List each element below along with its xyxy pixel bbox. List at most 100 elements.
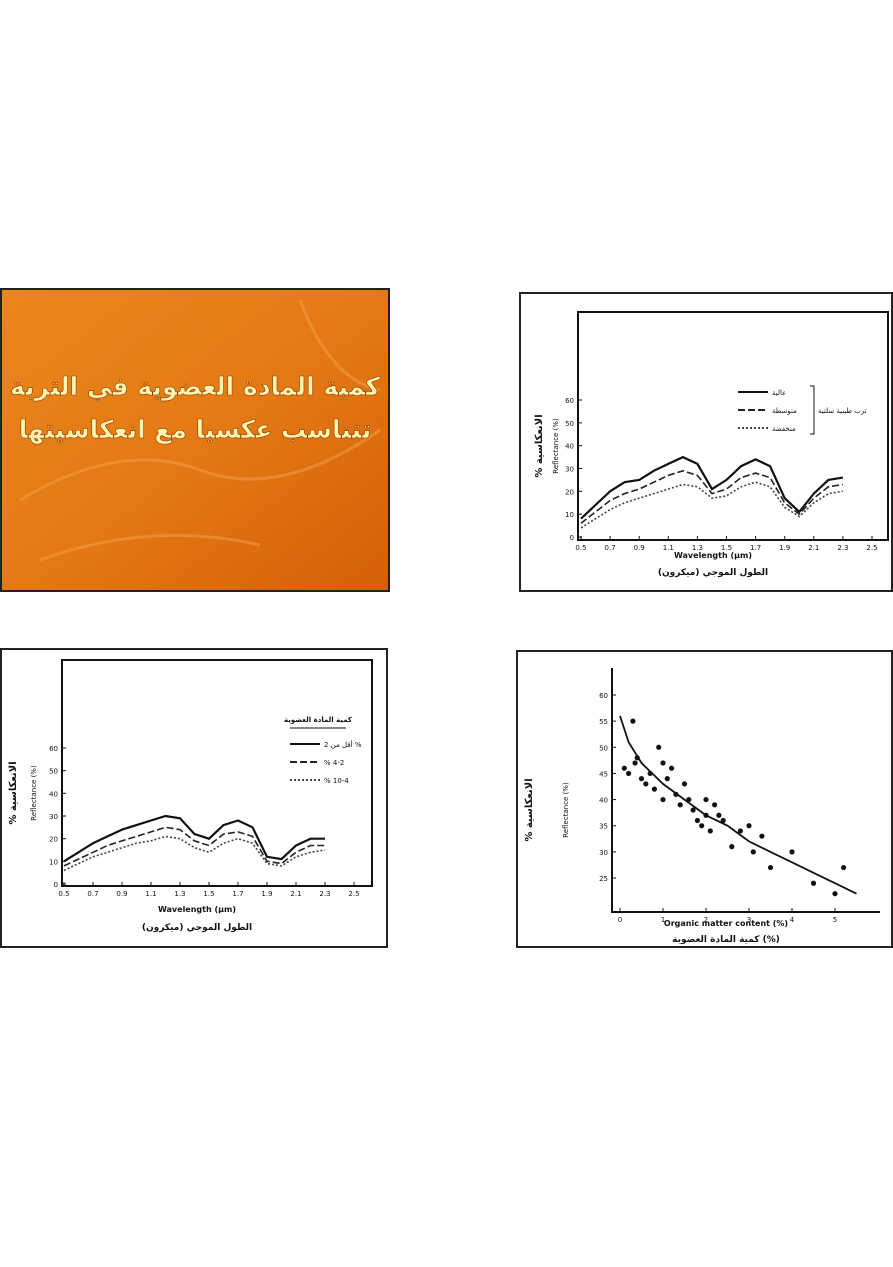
y-tick-label: 0 [54, 881, 58, 889]
point [651, 786, 658, 792]
point [626, 770, 632, 777]
x-tick-label: 1 [661, 916, 665, 924]
x-axis-label-ar: الطول الموجي (ميكرون) [142, 923, 252, 933]
x-axis-label-ar: كمية المادة العضوية (%) [672, 935, 780, 945]
y-tick-label: 60 [565, 397, 574, 405]
y-tick-label: 25 [599, 875, 608, 883]
x-tick-label: 4 [790, 916, 795, 924]
series-line [580, 455, 844, 520]
series-line [580, 469, 844, 524]
x-tick-label: 0.5 [575, 544, 586, 552]
plot-frame [577, 311, 889, 541]
legend-title: كمية المادة العضوية [284, 716, 353, 724]
legend-label: متوسطة [772, 407, 797, 415]
x-axis-label: Wavelength (µm) [674, 551, 752, 560]
point [638, 776, 645, 782]
point [759, 833, 765, 839]
x-tick-label: 0.7 [605, 544, 616, 552]
x-tick-label: 1.5 [203, 890, 214, 898]
x-tick-label: 2.3 [319, 890, 330, 898]
x-tick-label: 0 [618, 916, 622, 924]
point [630, 718, 636, 724]
y-tick-label: 55 [599, 718, 608, 726]
plot-frame [61, 659, 373, 887]
y-axis-label-ar: % الانعكاسية [524, 778, 535, 841]
legend-label: عالية [772, 389, 786, 397]
y-tick-label: 60 [599, 692, 608, 700]
point [841, 864, 847, 871]
y-tick-label: 40 [599, 797, 608, 805]
point [707, 828, 713, 834]
slide-frame [519, 292, 893, 592]
legend-bracket [810, 385, 815, 435]
y-tick-label: 30 [565, 466, 574, 474]
point [694, 817, 701, 824]
y-tick-label: 10 [49, 858, 58, 866]
y-tick-label: 50 [565, 420, 574, 428]
y-axis-label: Reflectance (%) [562, 782, 570, 838]
y-tick-label: 40 [565, 443, 574, 451]
y-tick-label: 10 [565, 511, 574, 519]
x-tick-label: 1.1 [145, 890, 156, 898]
point [720, 817, 726, 824]
x-tick-label: 2.1 [290, 890, 301, 898]
y-axis-label-ar: % الانعكاسية [534, 414, 545, 477]
y-tick-label: 20 [49, 836, 58, 844]
legend-label: % 4-2 [324, 759, 344, 767]
point [703, 796, 709, 803]
y-axis-label: Reflectance (%) [552, 418, 560, 474]
y-tick-label: 45 [599, 770, 608, 778]
y-axis-label-ar: % الانعكاسية [8, 761, 19, 824]
point [664, 776, 670, 782]
y-tick-label: 40 [49, 790, 58, 798]
x-tick-label: 2 [704, 916, 708, 924]
slide-frame [0, 648, 388, 948]
point [716, 812, 722, 818]
point [656, 744, 662, 750]
point [750, 849, 756, 855]
x-tick-label: 1.9 [261, 890, 272, 898]
point [832, 891, 838, 897]
y-tick-label: 0 [570, 534, 574, 542]
point [737, 828, 744, 834]
series-line [580, 481, 844, 529]
x-axis-label: Organic matter content (%) [664, 919, 788, 928]
x-axis-label: Wavelength (µm) [158, 905, 236, 914]
x-tick-label: 0.5 [58, 890, 69, 898]
y-tick-label: 50 [49, 768, 58, 776]
y-tick-label: 20 [565, 488, 574, 496]
x-tick-label: 2.1 [808, 544, 819, 552]
x-tick-label: 1.5 [721, 544, 732, 552]
x-tick-label: 0.9 [116, 890, 127, 898]
series-line [63, 826, 325, 867]
point [681, 781, 688, 787]
legend-label: % 10-4 [324, 777, 349, 785]
point [729, 844, 735, 850]
point [669, 765, 675, 771]
slide-title-line: كمية المادة العضوية في التربة [10, 372, 380, 402]
y-tick-label: 30 [49, 813, 58, 821]
point [810, 880, 817, 886]
point [690, 807, 696, 813]
x-tick-label: 1.1 [663, 544, 674, 552]
x-tick-label: 0.9 [634, 544, 645, 552]
axes [611, 668, 880, 913]
decoration [19, 299, 381, 562]
x-tick-label: 5 [833, 916, 837, 924]
y-tick-label: 35 [599, 823, 608, 831]
x-tick-label: 2.5 [866, 544, 877, 552]
point [677, 802, 683, 808]
slide-title-line: تتناسب عكسيا مع انعكاسيتها [19, 415, 371, 445]
point [746, 823, 752, 829]
point [660, 796, 666, 803]
slide-title: كمية المادة العضوية في التربة تتناسب عكس… [0, 288, 390, 592]
legend-group: ترب طينية سلتية [818, 407, 867, 415]
x-tick-label: 2.5 [348, 890, 359, 898]
y-tick-label: 50 [599, 744, 608, 752]
x-tick-label: 0.7 [87, 890, 98, 898]
x-tick-label: 1.7 [232, 890, 243, 898]
fit-curve [619, 715, 857, 895]
point [789, 849, 795, 855]
x-tick-label: 2.3 [837, 544, 848, 552]
